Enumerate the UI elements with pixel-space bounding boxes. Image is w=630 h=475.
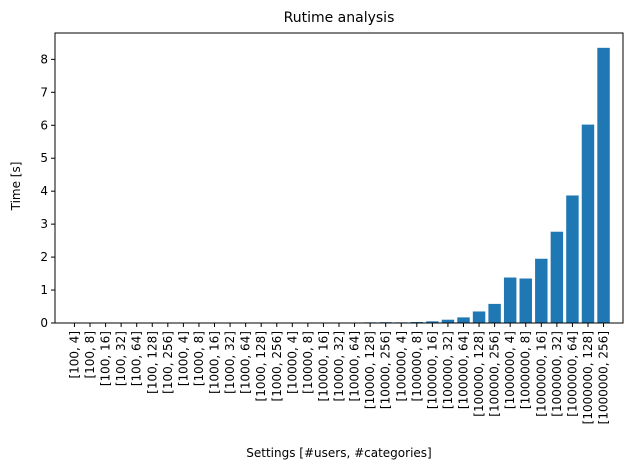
bar-31 xyxy=(551,232,563,323)
x-tick-label-3: [100, 32] xyxy=(114,331,128,386)
x-tick-label-19: [10000, 128] xyxy=(363,331,377,409)
x-tick-label-14: [10000, 4] xyxy=(285,331,299,394)
x-tick-label-29: [1000000, 8] xyxy=(519,331,533,409)
x-tick-label-13: [1000, 256] xyxy=(270,331,284,401)
x-tick-label-17: [10000, 32] xyxy=(332,331,346,401)
y-tick-label-2: 2 xyxy=(40,250,48,264)
x-tick-label-24: [100000, 32] xyxy=(441,331,455,409)
x-tick-label-12: [1000, 128] xyxy=(254,331,268,401)
x-tick-label-6: [100, 256] xyxy=(161,331,175,394)
bar-28 xyxy=(504,278,516,323)
x-tick-label-11: [1000, 64] xyxy=(239,331,253,394)
x-tick-label-10: [1000, 32] xyxy=(223,331,237,394)
x-tick-label-15: [10000, 8] xyxy=(301,331,315,394)
x-axis-ticks: [100, 4][100, 8][100, 16][100, 32][100, … xyxy=(67,323,610,424)
x-tick-label-22: [100000, 8] xyxy=(410,331,424,401)
x-tick-label-25: [100000, 64] xyxy=(456,331,470,409)
x-axis-label: Settings [#users, #categories] xyxy=(246,446,431,460)
bar-27 xyxy=(488,304,500,323)
y-tick-label-7: 7 xyxy=(40,85,48,99)
y-axis-ticks: 0 1 2 3 4 5 6 7 8 xyxy=(40,52,55,330)
x-tick-label-8: [1000, 8] xyxy=(192,331,206,386)
y-axis-label: Time [s] xyxy=(9,162,23,212)
y-tick-label-0: 0 xyxy=(40,316,48,330)
x-tick-label-18: [10000, 64] xyxy=(348,331,362,401)
x-tick-label-5: [100, 128] xyxy=(145,331,159,394)
y-tick-label-3: 3 xyxy=(40,217,48,231)
x-tick-label-30: [1000000, 16] xyxy=(534,331,548,417)
y-tick-label-5: 5 xyxy=(40,151,48,165)
bars-group xyxy=(68,48,610,323)
bar-25 xyxy=(457,317,469,323)
bar-34 xyxy=(597,48,609,323)
x-tick-label-23: [100000, 16] xyxy=(425,331,439,409)
x-tick-label-27: [100000, 256] xyxy=(488,331,502,417)
y-tick-label-4: 4 xyxy=(40,184,48,198)
x-tick-label-4: [100, 64] xyxy=(130,331,144,386)
bar-32 xyxy=(566,195,578,323)
x-tick-label-34: [1000000, 256] xyxy=(597,331,611,424)
x-tick-label-2: [100, 16] xyxy=(99,331,113,386)
bar-29 xyxy=(520,279,532,323)
x-tick-label-16: [10000, 16] xyxy=(316,331,330,401)
x-tick-label-31: [1000000, 32] xyxy=(550,331,564,417)
y-tick-label-8: 8 xyxy=(40,52,48,66)
bar-30 xyxy=(535,259,547,323)
x-tick-label-28: [1000000, 4] xyxy=(503,331,517,409)
x-tick-label-9: [1000, 16] xyxy=(208,331,222,394)
x-tick-label-7: [1000, 4] xyxy=(176,331,190,386)
y-tick-label-1: 1 xyxy=(40,283,48,297)
x-tick-label-33: [1000000, 128] xyxy=(581,331,595,424)
bar-26 xyxy=(473,311,485,323)
x-tick-label-20: [10000, 256] xyxy=(379,331,393,409)
chart-title: Rutime analysis xyxy=(284,10,395,26)
bar-33 xyxy=(582,125,594,323)
x-tick-label-21: [100000, 4] xyxy=(394,331,408,401)
x-tick-label-0: [100, 4] xyxy=(67,331,81,379)
x-tick-label-26: [100000, 128] xyxy=(472,331,486,417)
x-tick-label-1: [100, 8] xyxy=(83,331,97,379)
y-tick-label-6: 6 xyxy=(40,118,48,132)
x-tick-label-32: [1000000, 64] xyxy=(565,331,579,417)
